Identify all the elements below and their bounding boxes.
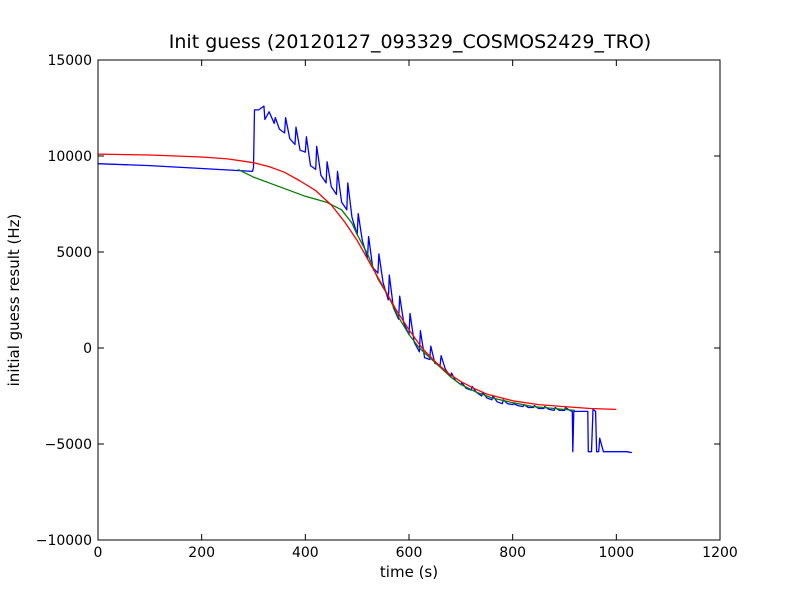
x-axis-label: time (s) — [380, 563, 438, 581]
x-tick-label: 200 — [188, 545, 215, 561]
y-axis-ticks: −10000 −5000 0 5000 10000 15000 — [36, 53, 720, 549]
y-tick-label: 5000 — [56, 245, 92, 261]
y-tick-label: 0 — [83, 341, 92, 357]
x-tick-label: 400 — [292, 545, 319, 561]
series-line-0 — [97, 105, 633, 454]
x-tick-label: 1200 — [702, 545, 738, 561]
x-tick-label: 1000 — [599, 545, 635, 561]
y-tick-label: −10000 — [36, 533, 92, 549]
chart-title: Init guess (20120127_093329_COSMOS2429_T… — [169, 31, 651, 53]
x-tick-label: 800 — [499, 545, 526, 561]
y-tick-label: −5000 — [45, 437, 92, 453]
plot-series-group — [97, 105, 633, 454]
x-tick-label: 0 — [94, 545, 103, 561]
series-line-1 — [237, 168, 575, 412]
y-tick-label: 10000 — [47, 149, 92, 165]
y-tick-label: 15000 — [47, 53, 92, 69]
y-axis-label: initial guess result (Hz) — [5, 214, 23, 387]
x-tick-label: 600 — [396, 545, 423, 561]
series-line-2 — [97, 153, 617, 411]
x-axis-ticks: 0 200 400 600 800 1000 1200 — [94, 60, 738, 561]
